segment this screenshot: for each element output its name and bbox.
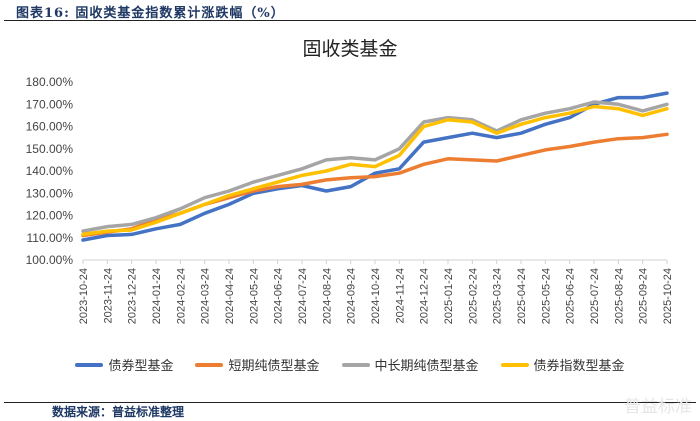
y-tick-label: 160.00% (26, 120, 74, 134)
series-line (81, 104, 669, 237)
x-tick-label: 2025-02-24 (467, 268, 479, 324)
x-tick-label: 2025-09-24 (638, 268, 650, 324)
x-tick-label: 2025-06-24 (565, 268, 577, 324)
x-tick-label: 2024-03-24 (200, 268, 212, 324)
legend-label: 中长期纯债型基金 (374, 359, 479, 374)
legend-swatch (75, 362, 104, 367)
x-tick-label: 2024-10-24 (370, 268, 382, 324)
series-line (81, 132, 669, 238)
figure-title: 图表16: 固收类基金指数累计涨跌幅（%） (16, 6, 285, 21)
y-tick-label: 140.00% (26, 164, 74, 178)
x-tick-label: 2024-01-24 (151, 268, 163, 324)
x-tick-label: 2023-10-24 (78, 268, 90, 324)
legend: 债券型基金 短期纯债型基金 中长期纯债型基金 债券指数型基金 (0, 355, 700, 374)
y-tick-label: 150.00% (26, 142, 74, 156)
y-tick-label: 130.00% (26, 186, 74, 200)
x-tick-label: 2025-10-24 (662, 268, 674, 324)
source-note: 数据来源：普益标准整理 (52, 405, 185, 419)
x-tick-label: 2024-08-24 (321, 268, 333, 324)
x-tick-label: 2025-08-24 (613, 268, 625, 324)
x-tick-label: 2024-09-24 (346, 268, 358, 324)
legend-item: 债券型基金 (75, 355, 173, 374)
legend-label: 短期纯债型基金 (228, 359, 320, 374)
x-tick-label: 2024-12-24 (419, 268, 431, 324)
x-tick-label: 2024-11-24 (394, 268, 406, 323)
footer-divider (4, 402, 696, 403)
x-tick-label: 2024-07-24 (297, 268, 309, 324)
y-tick-label: 100.00% (26, 253, 74, 267)
legend-item: 短期纯债型基金 (195, 355, 320, 374)
legend-item: 债券指数型基金 (500, 355, 625, 374)
legend-label: 债券型基金 (108, 359, 174, 374)
x-tick-label: 2025-03-24 (492, 268, 504, 324)
x-tick-label: 2025-07-24 (589, 268, 601, 324)
x-tick-label: 2025-01-24 (443, 268, 455, 324)
y-tick-label: 170.00% (26, 97, 74, 111)
legend-item: 中长期纯债型基金 (341, 355, 479, 374)
y-tick-label: 110.00% (27, 231, 74, 245)
x-tick-label: 2025-05-24 (540, 268, 552, 324)
x-tick-label: 2023-12-24 (127, 268, 139, 324)
legend-swatch (341, 362, 370, 367)
y-tick-label: 120.00% (26, 209, 74, 223)
chart-title: 固收类基金 (302, 38, 398, 60)
watermark: 普益标准 (624, 397, 692, 417)
series-line (81, 100, 669, 233)
x-tick-label: 2024-04-24 (224, 268, 236, 324)
legend-swatch (500, 362, 529, 367)
x-tick-label: 2025-04-24 (516, 268, 528, 324)
x-tick-label: 2024-06-24 (273, 268, 285, 324)
x-tick-label: 2024-05-24 (248, 268, 260, 324)
series-line (81, 91, 669, 242)
legend-swatch (195, 362, 224, 367)
x-tick-label: 2023-11-24 (102, 268, 114, 323)
header-divider (4, 20, 696, 21)
x-tick-label: 2024-02-24 (175, 268, 187, 324)
y-tick-label: 180.00% (26, 75, 74, 89)
legend-label: 债券指数型基金 (533, 359, 625, 374)
